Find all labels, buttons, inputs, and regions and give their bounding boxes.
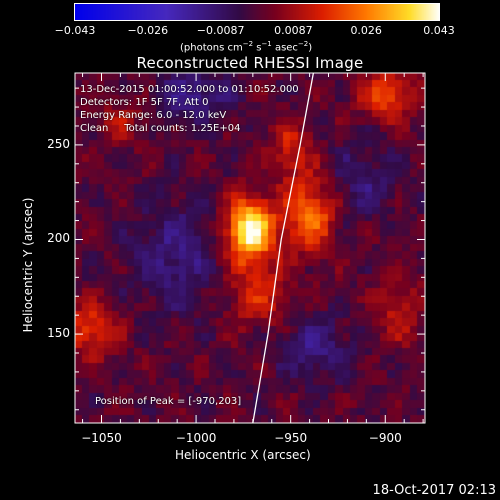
x-tick-label: −1050 — [81, 431, 122, 445]
colorbar — [75, 4, 439, 20]
y-tick-label: 150 — [47, 326, 70, 341]
footer-date: 18-Oct-2017 02:13 — [372, 483, 496, 498]
colorbar-units-label: (photons cm−2 s−1 asec−2) — [180, 40, 313, 54]
x-tick-label: −1000 — [175, 431, 217, 445]
colorbar-tick-label: 0.026 — [350, 24, 382, 37]
colorbar-tick-label: −0.0087 — [196, 24, 245, 37]
colorbar-tick-label: −0.026 — [127, 24, 169, 37]
chart-title: Reconstructed RHESSI Image — [136, 54, 364, 72]
plot-frame — [74, 72, 426, 424]
y-tick-label: 200 — [47, 231, 70, 246]
x-axis-label: Heliocentric X (arcsec) — [175, 448, 311, 462]
annotation-time-range: 13-Dec-2015 01:00:52.000 to 01:10:52.000 — [80, 84, 299, 95]
annotation-clean-counts: Clean Total counts: 1.25E+04 — [80, 123, 241, 134]
y-axis-label: Heliocentric Y (arcsec) — [21, 197, 35, 333]
y-tick-label: 250 — [47, 136, 70, 151]
heatmap-image — [75, 73, 425, 423]
solar-limb-line — [252, 72, 315, 424]
x-tick-label: −900 — [368, 431, 402, 445]
annotation-peak-position: Position of Peak = [-970,203] — [95, 396, 242, 407]
colorbar-tick-label: 0.0087 — [274, 24, 313, 37]
colorbar-tick-label: 0.043 — [423, 24, 455, 37]
annotation-energy-range: Energy Range: 6.0 - 12.0 keV — [80, 110, 227, 121]
annotation-detectors: Detectors: 1F 5F 7F, Att 0 — [80, 97, 209, 108]
colorbar-tick-label: −0.043 — [54, 24, 96, 37]
x-tick-label: −950 — [274, 431, 308, 445]
